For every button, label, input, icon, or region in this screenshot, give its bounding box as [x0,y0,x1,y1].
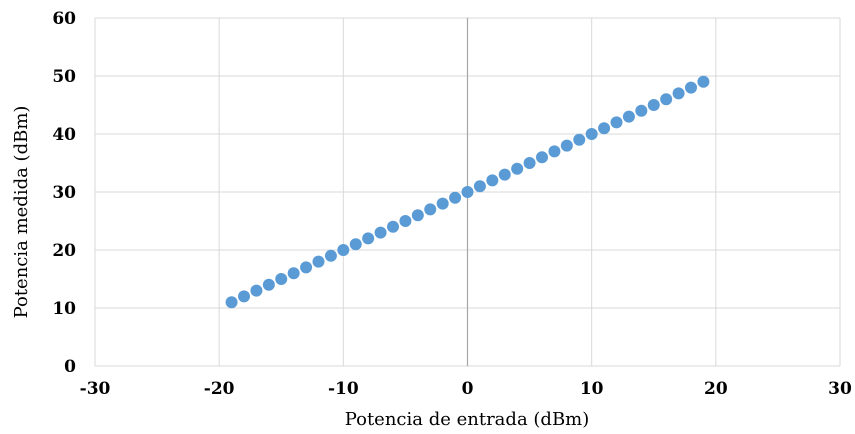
data-point [250,284,263,297]
data-point [548,145,561,158]
x-axis-title: Potencia de entrada (dBm) [345,409,590,430]
points-layer [225,75,710,309]
data-point [473,180,486,193]
data-point [436,197,449,210]
data-point [622,110,635,123]
grid-layer [94,17,841,367]
data-point [337,244,350,256]
data-point [324,249,337,262]
y-tick-label: 50 [52,67,76,87]
data-point [585,128,598,140]
y-tick-label: 40 [52,125,76,145]
data-point [399,215,412,227]
data-point [697,75,710,88]
y-axis-title: Potencia medida (dBm) [11,106,32,319]
data-point [362,232,375,245]
data-point [300,261,313,274]
data-point [511,162,524,175]
x-tick-label: -30 [80,379,111,399]
data-point [461,186,474,198]
data-point [424,203,437,216]
data-point [685,81,697,94]
ticks-layer: 0 10 20 30 40 50 60 -30 -20 -10 0 10 20 30 [52,9,852,399]
x-tick-label: 30 [828,379,852,399]
data-point [275,273,288,285]
x-tick-label: 20 [704,379,728,399]
data-point [635,104,648,117]
data-point [387,220,399,233]
data-point [374,226,387,239]
data-point [262,278,275,291]
data-point [573,133,586,146]
data-point [610,116,623,129]
x-tick-label: -10 [328,379,359,399]
x-tick-label: 0 [462,379,474,399]
y-tick-label: 10 [52,299,76,319]
data-point [312,255,325,268]
data-point [486,174,499,187]
data-point [411,209,424,222]
data-point [560,139,573,152]
data-point [647,99,660,111]
data-point [536,151,548,164]
data-point [225,296,238,309]
data-point [287,267,300,280]
x-tick-label: 10 [580,379,604,399]
data-point [449,191,462,204]
x-tick-label: -20 [204,379,235,399]
data-point [349,238,362,251]
data-point [498,168,511,181]
data-point [672,87,685,100]
y-tick-label: 0 [64,357,76,377]
y-tick-label: 60 [52,9,76,29]
y-tick-label: 30 [52,183,76,203]
y-tick-label: 20 [52,241,76,261]
data-point [523,157,536,169]
data-point [660,93,673,106]
data-point [238,290,250,303]
data-point [598,122,611,135]
